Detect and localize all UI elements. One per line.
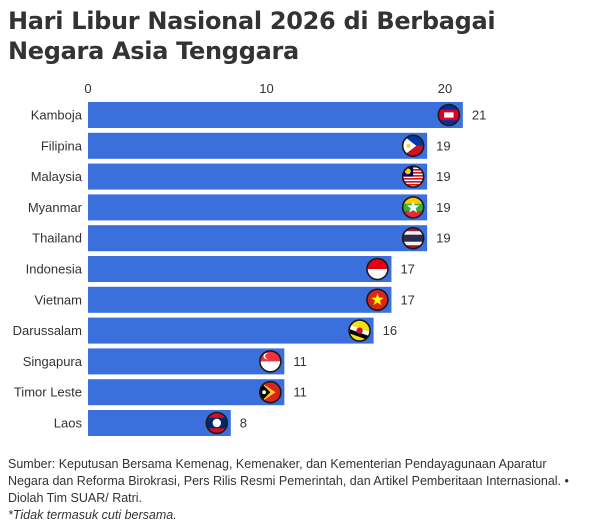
bar-singapura: [88, 348, 285, 375]
footnote: *Tidak termasuk cuti bersama.: [8, 508, 177, 522]
category-label: Indonesia: [26, 262, 83, 277]
myanmar-flag-icon: [401, 196, 425, 219]
philippines-flag-icon: [401, 134, 425, 158]
singapore-flag-icon: [259, 350, 282, 373]
tick-label: 10: [259, 81, 273, 96]
category-label: Laos: [54, 416, 83, 431]
value-label: 19: [436, 231, 450, 246]
category-label: Filipina: [41, 138, 83, 153]
value-label: 16: [383, 323, 397, 338]
bar-timor-leste: [88, 379, 285, 406]
category-label: Thailand: [32, 231, 82, 246]
category-label: Vietnam: [35, 292, 82, 307]
tick-label: 0: [84, 81, 91, 96]
chart-notes: Sumber: Keputusan Bersama Kemenag, Kemen…: [8, 456, 583, 524]
timor-leste-flag-icon: [259, 380, 282, 404]
value-label: 19: [436, 200, 450, 215]
cambodia-flag-icon: [437, 103, 461, 127]
category-label: Darussalam: [13, 323, 82, 338]
brunei-flag-icon: [348, 319, 371, 342]
bar-vietnam: [88, 286, 392, 313]
indonesia-flag-icon: [366, 257, 389, 281]
category-label: Kamboja: [31, 108, 83, 123]
bar-myanmar: [88, 194, 428, 221]
vietnam-flag-icon: [366, 288, 389, 312]
bar-indonesia: [88, 256, 392, 282]
chart-title: Hari Libur Nasional 2026 di Berbagai Neg…: [8, 7, 496, 65]
value-label: 11: [293, 385, 307, 400]
tick-label: 20: [438, 81, 452, 96]
value-label: 17: [400, 292, 414, 307]
bar-chart: 0 10 20 Kamboja 21 Filipina 19 Malaysia 19 Myanma…: [13, 81, 486, 436]
laos-flag-icon: [205, 411, 229, 435]
thailand-flag-icon: [401, 226, 425, 250]
category-label: Malaysia: [31, 169, 83, 184]
value-label: 21: [472, 108, 486, 123]
value-label: 19: [436, 169, 450, 184]
value-label: 8: [240, 416, 247, 431]
bar-kamboja: [88, 102, 463, 128]
bar-darussalam: [88, 317, 374, 344]
bar-malaysia: [88, 163, 428, 190]
category-label: Singapura: [23, 354, 83, 369]
bar-filipina: [88, 132, 428, 159]
malaysia-flag-icon: [401, 165, 425, 188]
value-label: 19: [436, 138, 450, 153]
bar-thailand: [88, 225, 428, 252]
source-note: Sumber: Keputusan Bersama Kemenag, Kemen…: [8, 457, 569, 505]
category-label: Timor Leste: [14, 385, 82, 400]
value-label: 17: [400, 262, 414, 277]
category-label: Myanmar: [28, 200, 83, 215]
value-label: 11: [293, 354, 307, 369]
